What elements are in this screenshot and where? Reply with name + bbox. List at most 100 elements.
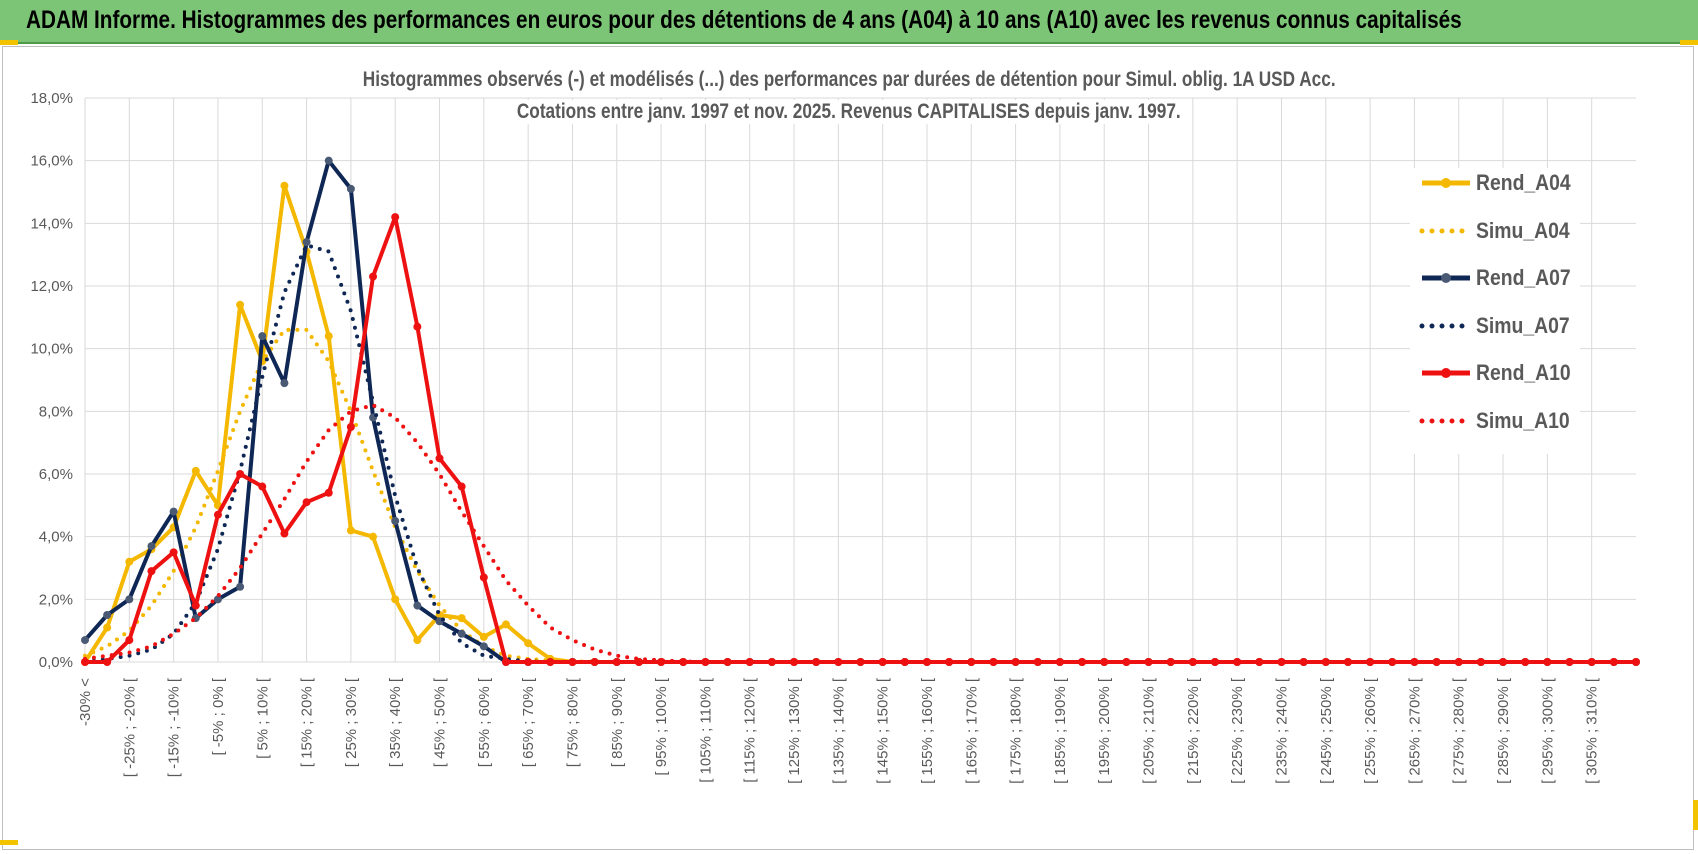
data-point-rend-a10: [1454, 658, 1463, 666]
data-point-rend-a04: [324, 332, 333, 341]
data-point-rend-a10: [1078, 658, 1087, 666]
data-point-rend-a10: [1410, 658, 1419, 666]
legend-item-rend-a10: Rend_A10: [1418, 358, 1583, 388]
series-line-rend-a10: [85, 215, 1636, 664]
data-point-rend-a10: [989, 658, 998, 666]
legend-label: Simu_A10: [1476, 407, 1570, 433]
x-tick-label: [ 95% ; 100% [: [653, 677, 670, 775]
legend-item-simu-a04: Simu_A04: [1418, 216, 1583, 246]
x-tick-label: [ 155% ; 160% [: [919, 677, 936, 784]
data-point-rend-a07: [103, 611, 112, 619]
x-tick-label: [ 275% ; 280% [: [1451, 677, 1468, 784]
data-point-rend-a04: [391, 595, 400, 604]
x-tick-label: [ 195% ; 200% [: [1096, 677, 1113, 784]
data-point-rend-a10: [568, 658, 577, 666]
data-point-rend-a07: [213, 595, 222, 604]
data-point-rend-a10: [834, 658, 843, 666]
data-point-rend-a10: [191, 601, 200, 610]
data-point-rend-a10: [346, 423, 355, 431]
legend-label: Rend_A10: [1476, 360, 1571, 385]
x-tick-label: -30% <: [77, 678, 94, 726]
x-tick-label: [ 15% ; 20% [: [299, 677, 316, 767]
data-point-rend-a10: [1277, 658, 1286, 666]
x-tick-label: [ 35% ; 40% [: [387, 677, 404, 767]
y-tick-label: 14,0%: [30, 215, 73, 232]
x-tick-label: [ -5% ; 0% [: [210, 677, 227, 755]
legend-item-simu-a10: Simu_A10: [1418, 406, 1583, 436]
x-tick-label: [ -15% ; -10% [: [166, 677, 183, 777]
data-point-rend-a07: [236, 582, 245, 591]
data-point-rend-a10: [1499, 658, 1508, 666]
corner-mark-bottom-left: [0, 840, 18, 845]
data-point-rend-a10: [1211, 658, 1220, 666]
data-point-rend-a07: [479, 642, 488, 651]
data-point-rend-a10: [169, 548, 178, 557]
data-point-rend-a10: [790, 658, 799, 666]
y-tick-label: 2,0%: [39, 591, 73, 608]
chart-title-line-2: Cotations entre janv. 1997 et nov. 2025.…: [0, 100, 1698, 124]
corner-mark-top-right: [1680, 40, 1698, 45]
data-point-rend-a04: [280, 181, 289, 190]
x-tick-label: [ 55% ; 60% [: [476, 677, 493, 767]
data-point-rend-a04: [125, 557, 134, 566]
data-point-rend-a10: [435, 454, 444, 463]
data-point-rend-a10: [103, 658, 112, 666]
data-point-rend-a10: [369, 272, 378, 281]
x-tick-label: [ -25% ; -20% [: [121, 677, 138, 777]
data-point-rend-a10: [1565, 658, 1574, 666]
legend-label: Rend_A04: [1476, 170, 1571, 195]
y-tick-label: 4,0%: [39, 529, 73, 546]
x-tick-label: [ 295% ; 300% [: [1539, 677, 1556, 784]
data-point-rend-a10: [524, 658, 533, 666]
data-point-rend-a10: [413, 322, 422, 331]
data-point-rend-a07: [147, 542, 156, 551]
x-tick-label: [ 175% ; 180% [: [1008, 677, 1025, 784]
data-point-rend-a07: [125, 595, 134, 604]
legend-swatch: [1419, 418, 1473, 423]
report-title: ADAM Informe. Histogrammes des performan…: [26, 6, 1462, 34]
legend-swatch: [1419, 323, 1473, 328]
data-point-rend-a10: [1543, 658, 1552, 666]
data-point-rend-a04: [413, 636, 422, 645]
data-point-rend-a10: [878, 658, 887, 666]
x-tick-label: [ 235% ; 240% [: [1273, 677, 1290, 784]
data-point-rend-a10: [1033, 658, 1042, 666]
chart-legend: Rend_A04 Simu_A04 Rend_A07 Simu_A07 Rend_A10…: [1410, 168, 1580, 454]
x-tick-label: [ 5% ; 10% [: [254, 677, 271, 759]
x-tick-label: [ 85% ; 90% [: [609, 677, 626, 767]
data-point-rend-a10: [457, 482, 466, 491]
data-point-rend-a07: [280, 379, 289, 388]
data-point-rend-a07: [324, 156, 333, 165]
data-point-rend-a10: [501, 658, 510, 666]
data-point-rend-a04: [236, 300, 245, 309]
data-point-rend-a10: [236, 470, 245, 478]
legend-label: Rend_A07: [1476, 265, 1571, 290]
y-tick-label: 10,0%: [30, 341, 73, 358]
corner-mark-right: [1693, 800, 1698, 830]
legend-swatch: [1422, 273, 1470, 283]
data-point-rend-a07: [457, 629, 466, 638]
series-line-simu-a10: [83, 403, 1638, 664]
y-tick-label: 12,0%: [30, 278, 73, 295]
series-line-rend-a04: [83, 183, 1636, 664]
legend-swatch: [1419, 228, 1473, 233]
corner-mark-top-left: [0, 40, 18, 45]
data-point-rend-a10: [745, 658, 754, 666]
data-point-rend-a07: [302, 238, 311, 247]
x-tick-label: [ 305% ; 310% [: [1584, 677, 1601, 784]
data-point-rend-a10: [1321, 658, 1330, 666]
x-tick-label: [ 285% ; 290% [: [1495, 677, 1512, 784]
legend-item-rend-a07: Rend_A07: [1418, 263, 1583, 293]
x-tick-label: [ 255% ; 260% [: [1362, 677, 1379, 784]
data-point-rend-a10: [258, 482, 267, 491]
data-point-rend-a10: [701, 658, 710, 666]
x-tick-label: [ 265% ; 270% [: [1406, 677, 1423, 784]
x-tick-label: [ 25% ; 30% [: [343, 677, 360, 767]
data-point-rend-a07: [413, 601, 422, 610]
data-point-rend-a10: [967, 658, 976, 666]
x-tick-label: [ 75% ; 80% [: [564, 677, 581, 767]
data-point-rend-a10: [1166, 658, 1175, 666]
data-point-rend-a10: [479, 573, 488, 582]
data-point-rend-a04: [346, 526, 355, 535]
legend-label: Simu_A04: [1476, 217, 1570, 243]
